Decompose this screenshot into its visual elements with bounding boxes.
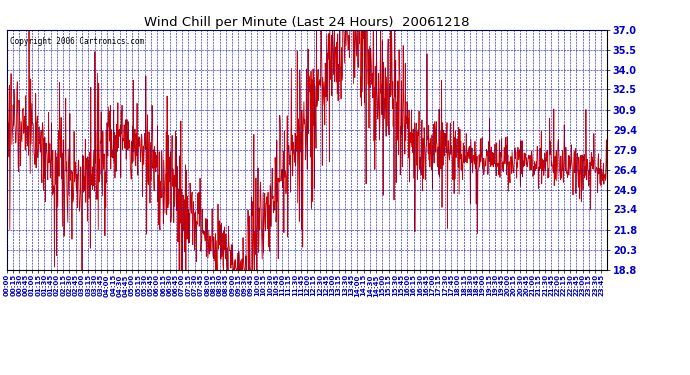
- Text: Copyright 2006 Cartronics.com: Copyright 2006 Cartronics.com: [10, 37, 144, 46]
- Title: Wind Chill per Minute (Last 24 Hours)  20061218: Wind Chill per Minute (Last 24 Hours) 20…: [144, 16, 470, 29]
